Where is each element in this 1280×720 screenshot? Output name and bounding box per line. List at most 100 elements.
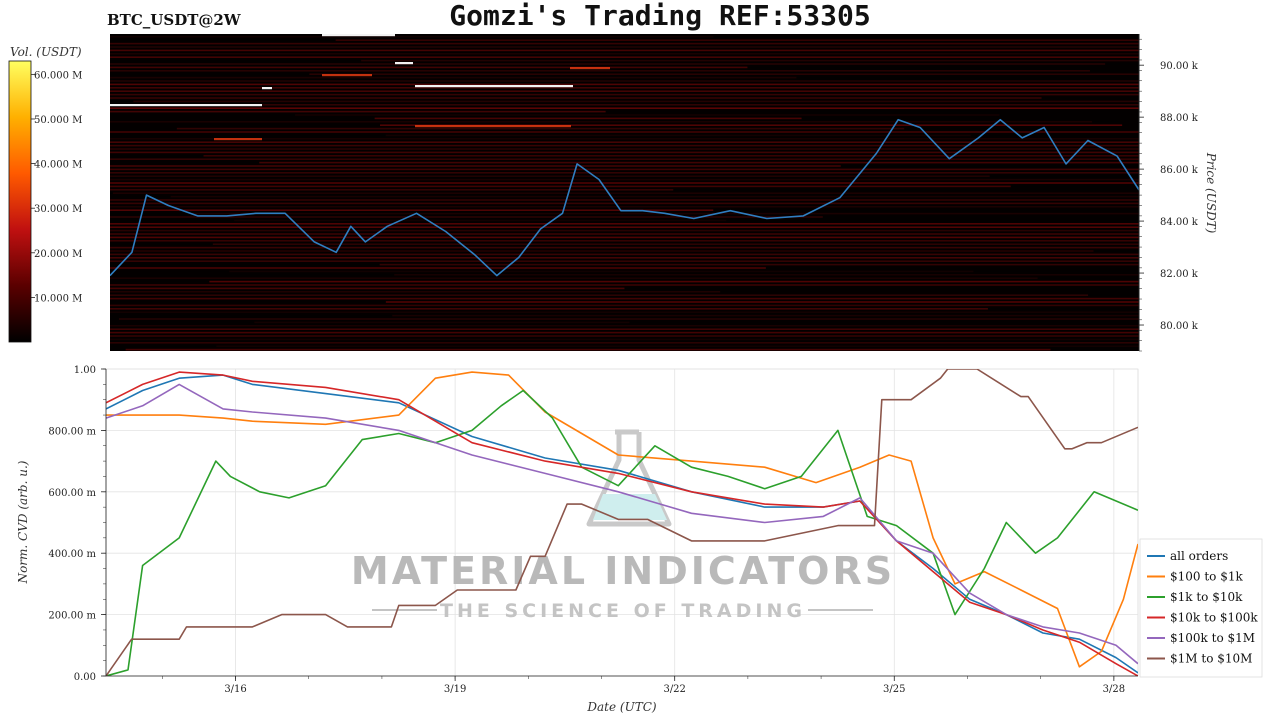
heatmap-band bbox=[212, 243, 1139, 245]
heatmap-band bbox=[110, 53, 1139, 55]
heatmap-band bbox=[110, 291, 721, 293]
heatmap-band bbox=[110, 287, 625, 290]
cvd-x-axis-label: Date (UTC) bbox=[586, 700, 656, 714]
heatmap-band bbox=[110, 328, 1139, 330]
heatmap-band bbox=[110, 338, 1139, 341]
heatmap-band bbox=[110, 87, 1139, 89]
heatmap-band bbox=[385, 134, 971, 137]
heatmap-band bbox=[110, 178, 1139, 181]
heatmap-wall bbox=[262, 87, 272, 90]
heatmap-band bbox=[110, 253, 1139, 256]
heatmap-band bbox=[110, 165, 841, 167]
heatmap-band bbox=[110, 233, 1139, 235]
heatmap-band bbox=[392, 314, 1139, 317]
heatmap-band bbox=[176, 127, 905, 130]
price-tick-label: 90.00 k bbox=[1160, 61, 1199, 72]
heatmap-band bbox=[110, 107, 1139, 109]
heatmap-band bbox=[335, 39, 1139, 41]
heatmap-band bbox=[110, 97, 1042, 99]
heatmap-band bbox=[229, 270, 974, 273]
cvd-x-tick-label: 3/28 bbox=[1103, 684, 1125, 695]
heatmap-band bbox=[170, 195, 1139, 198]
heatmap-panel: 80.00 k 82.00 k 84.00 k 86.00 k 88.00 k 90.00… bbox=[110, 34, 1218, 352]
cvd-x-tick-label: 3/16 bbox=[224, 684, 246, 695]
heatmap-band bbox=[110, 209, 714, 211]
heatmap-band bbox=[110, 93, 1139, 96]
price-axis-ticks: 80.00 k 82.00 k 84.00 k 86.00 k 88.00 k 90.00… bbox=[1139, 38, 1199, 352]
colorbar-tick-label: 10.000 M bbox=[34, 293, 82, 304]
heatmap-hot-band bbox=[570, 67, 610, 70]
cvd-y-axis-label: Norm. CVD (arb. u.) bbox=[16, 460, 30, 584]
heatmap-band bbox=[254, 321, 630, 324]
cvd-line-4 bbox=[106, 383, 1138, 665]
heatmap-band bbox=[110, 226, 1139, 228]
heatmap-band bbox=[110, 131, 1139, 133]
cvd-line-3 bbox=[106, 371, 1138, 676]
cvd-line-1 bbox=[106, 371, 1138, 668]
price-tick-label: 86.00 k bbox=[1160, 165, 1199, 176]
colorbar-tick-label: 60.000 M bbox=[34, 70, 82, 81]
heatmap-band bbox=[110, 46, 1139, 48]
cvd-y-tick-label: 600.00 m bbox=[48, 488, 96, 499]
heatmap-wall bbox=[322, 34, 395, 37]
heatmap-band bbox=[118, 318, 1139, 320]
heatmap-band bbox=[110, 311, 1139, 313]
price-tick-label: 82.00 k bbox=[1160, 269, 1199, 280]
heatmap-band bbox=[125, 348, 1051, 351]
heatmap-band bbox=[247, 104, 1139, 106]
cvd-y-tick-label: 1.00 bbox=[74, 365, 96, 376]
colorbar-label: Vol. (USDT) bbox=[10, 45, 82, 59]
cvd-x-tick-label: 3/22 bbox=[663, 684, 685, 695]
cvd-x-axis-ticks: 3/16 3/19 3/22 3/25 3/28 bbox=[106, 675, 1138, 695]
cvd-y-axis-ticks: 0.00 200.00 m 400.00 m 600.00 m 800.00 m 1.00 bbox=[48, 365, 107, 683]
cvd-lines-layer bbox=[106, 369, 1138, 676]
heatmap-wall bbox=[415, 85, 573, 88]
heatmap-band bbox=[259, 161, 1139, 164]
heatmap-wall bbox=[395, 62, 413, 65]
cvd-y-tick-label: 200.00 m bbox=[48, 611, 96, 622]
cvd-line-2 bbox=[106, 389, 1138, 676]
cvd-y-tick-label: 0.00 bbox=[74, 672, 96, 683]
heatmap-band bbox=[110, 229, 1139, 232]
heatmap-band bbox=[110, 206, 1139, 208]
heatmap-band bbox=[110, 216, 823, 218]
colorbar-tick-label: 20.000 M bbox=[34, 249, 82, 260]
heatmap-band bbox=[234, 219, 727, 222]
legend-box bbox=[1139, 538, 1263, 678]
legend-entry: $1k to $10k bbox=[1170, 590, 1243, 604]
heatmap-band bbox=[110, 185, 1011, 188]
legend-entry: $10k to $100k bbox=[1170, 611, 1258, 625]
heatmap-band bbox=[374, 117, 802, 120]
heatmap-band bbox=[110, 63, 1106, 65]
colorbar-ticks: 10.000 M 20.000 M 30.000 M 40.000 M 50.000 M… bbox=[31, 70, 82, 304]
heatmap-bands bbox=[110, 34, 1139, 351]
heatmap-band bbox=[361, 59, 1139, 62]
heatmap-band bbox=[110, 141, 1139, 143]
heatmap-band bbox=[110, 172, 1139, 174]
heatmap-band bbox=[110, 80, 1139, 82]
heatmap-band bbox=[110, 182, 1139, 184]
heatmap-band bbox=[110, 246, 1139, 249]
heatmap-band bbox=[110, 66, 748, 69]
price-tick-label: 80.00 k bbox=[1160, 321, 1199, 332]
heatmap-band bbox=[110, 144, 1139, 147]
heatmap-band bbox=[379, 263, 1139, 266]
heatmap-band bbox=[110, 236, 1139, 239]
heatmap-wall bbox=[110, 104, 262, 107]
heatmap-band bbox=[110, 148, 1139, 150]
heatmap-band bbox=[295, 114, 1000, 116]
heatmap-band bbox=[110, 335, 1139, 337]
heatmap-band bbox=[110, 297, 1139, 300]
price-tick-label: 88.00 k bbox=[1160, 113, 1199, 124]
heatmap-band bbox=[110, 277, 1038, 279]
cvd-x-tick-label: 3/19 bbox=[444, 684, 466, 695]
legend-entry: all orders bbox=[1170, 549, 1228, 563]
heatmap-band bbox=[110, 138, 1139, 140]
heatmap-band bbox=[110, 325, 1139, 327]
heatmap-background bbox=[110, 34, 1139, 351]
heatmap-band bbox=[110, 70, 1090, 72]
watermark-name: MATERIAL INDICATORS bbox=[351, 549, 895, 593]
price-tick-label: 84.00 k bbox=[1160, 217, 1199, 228]
legend-entry: $100 to $1k bbox=[1170, 570, 1243, 584]
